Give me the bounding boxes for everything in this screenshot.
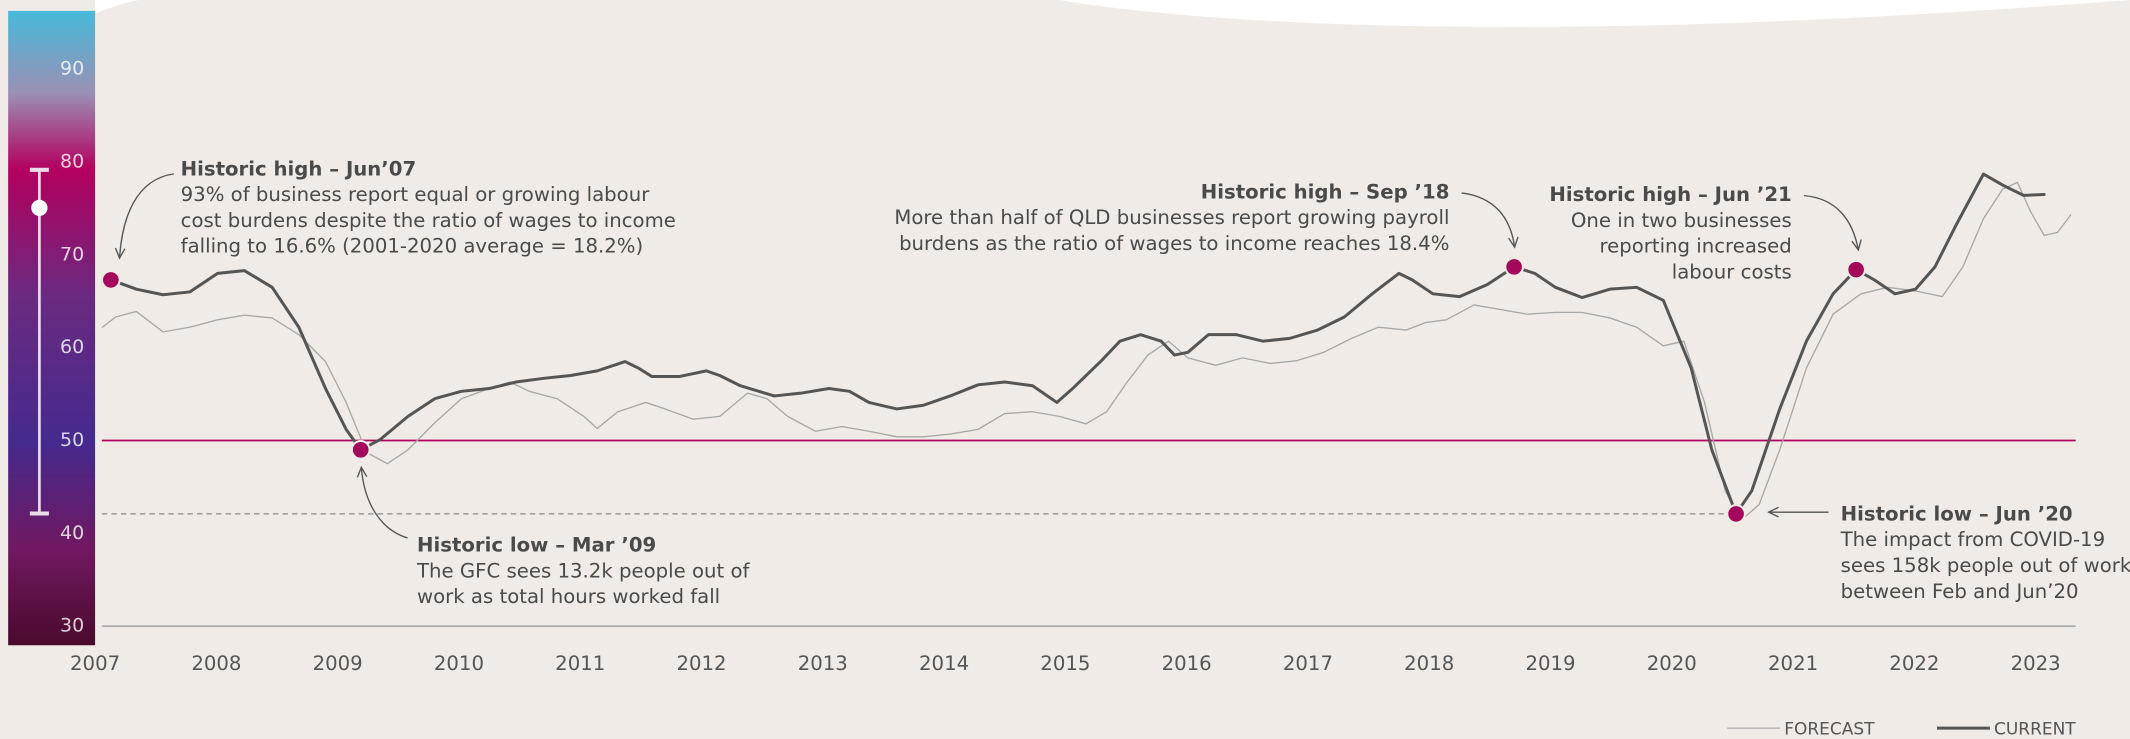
annotation-arrow: [118, 173, 174, 259]
arrow-head: [1767, 506, 1779, 518]
arrow-head: [356, 465, 368, 478]
highlight-marker: [1726, 504, 1746, 524]
annotation-text: 93% of business report equal or growing …: [181, 183, 651, 206]
annotation-text: More than half of QLD businesses report …: [894, 206, 1449, 229]
y-tick-label: 60: [60, 336, 84, 358]
series-line: [101, 181, 2072, 522]
annotation-arrow: [1461, 192, 1516, 248]
annotation-title: Historic high – Sep ’18: [1201, 180, 1450, 203]
color-bar: [8, 10, 96, 646]
annotation-text: burdens as the ratio of wages to income …: [899, 232, 1449, 255]
x-tick-label: 2008: [191, 652, 241, 675]
x-tick-label: 2021: [1768, 652, 1818, 675]
legend-label: CURRENT: [1994, 719, 2076, 739]
annotation-title: Historic low – Jun ’20: [1841, 502, 2073, 525]
annotation-title: Historic high – Jun’07: [181, 157, 417, 180]
annotation-title: Historic low – Mar ’09: [417, 534, 656, 557]
arrow-head: [114, 247, 126, 260]
plot: 30 40 50 60 70 80 90 2007 2008 2009 2010 2011 2012 20…: [60, 58, 2130, 739]
y-tick-label: 90: [60, 58, 84, 80]
x-tick-label: 2011: [555, 652, 605, 675]
x-tick-label: 2020: [1647, 652, 1697, 675]
annotation-text: One in two businesses: [1571, 209, 1792, 232]
annotation-text: falling to 16.6% (2001-2020 average = 18…: [181, 235, 644, 258]
highlight-marker: [1846, 259, 1866, 280]
y-tick-label: 80: [60, 150, 84, 172]
highlight-marker: [101, 270, 121, 290]
x-tick-label: 2017: [1283, 652, 1333, 675]
annotation-text: cost burdens despite the ratio of wages …: [181, 209, 676, 232]
x-tick-label: 2023: [2011, 652, 2061, 675]
annotation-text: reporting increased: [1599, 235, 1791, 258]
arrow-head: [1508, 236, 1519, 249]
annotation-text: between Feb and Jun’20: [1841, 580, 2079, 603]
y-tick-label: 70: [60, 243, 84, 265]
x-tick-label: 2013: [798, 652, 848, 675]
background-wave: [95, 0, 139, 14]
x-tick-label: 2019: [1525, 652, 1575, 675]
series-line: [109, 172, 2046, 516]
y-tick-label: 50: [60, 429, 84, 451]
highlight-marker: [350, 439, 371, 460]
annotation-text: labour costs: [1672, 261, 1792, 284]
annotation-arrow: [1803, 194, 1859, 251]
annotation-text: sees 158k people out of work: [1841, 554, 2130, 577]
background-wave: [1059, 0, 2130, 27]
annotation-text: The impact from COVID-19: [1840, 528, 2105, 551]
annotation-arrow: [360, 467, 408, 539]
highlight-marker: [1504, 257, 1524, 277]
y-tick-label: 30: [60, 615, 84, 637]
x-tick-label: 2014: [919, 652, 969, 675]
annotation-text: The GFC sees 13.2k people out of: [416, 559, 750, 582]
x-tick-label: 2012: [676, 652, 726, 675]
x-tick-label: 2010: [434, 652, 484, 675]
annotation-title: Historic high – Jun ’21: [1549, 183, 1791, 206]
x-tick-label: 2018: [1404, 652, 1454, 675]
x-tick-label: 2007: [70, 652, 120, 675]
arrow-head: [1851, 239, 1862, 252]
x-tick-label: 2015: [1040, 652, 1090, 675]
x-tick-label: 2009: [313, 652, 363, 675]
legend-label: FORECAST: [1784, 719, 1875, 739]
x-tick-label: 2016: [1162, 652, 1212, 675]
y-tick-label: 40: [60, 522, 84, 544]
x-tick-label: 2022: [1889, 652, 1939, 675]
range-slider: [29, 167, 49, 516]
annotation-text: work as total hours worked fall: [417, 585, 720, 608]
slider-knob: [31, 199, 48, 216]
